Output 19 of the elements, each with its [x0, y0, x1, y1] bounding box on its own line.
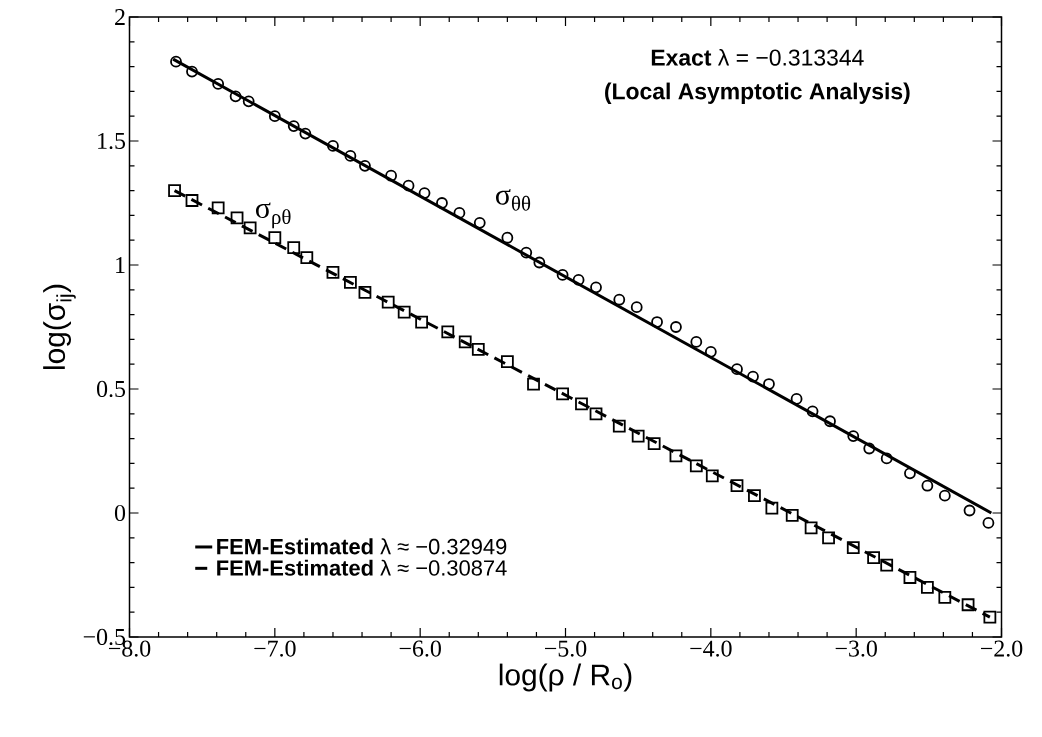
annotation: Exact λ = −0.313344	[651, 48, 864, 66]
y-tick-label: 1	[116, 257, 125, 273]
annotation: (Local Asymptotic Analysis)	[605, 82, 910, 104]
y-axis-title: log(σ$_{ij}$)	[43, 284, 76, 369]
x-tick-label: −7.0	[254, 640, 296, 657]
legend-label: FEM-Estimated λ ≈ −0.30874	[217, 559, 507, 576]
y-tick-label: 2	[115, 9, 125, 25]
annotation: σ$_{θθ}$	[496, 189, 531, 211]
x-tick-label: −4.0	[690, 640, 732, 657]
x-tick-label: −5.0	[545, 640, 587, 657]
y-tick-label: 0	[114, 504, 126, 522]
legend-label: FEM-Estimated λ ≈ −0.32949	[217, 538, 507, 555]
x-axis-title: log(ρ / R$_{o}$)	[499, 663, 632, 692]
y-tick-label: 1.5	[98, 132, 126, 150]
x-tick-label: −2.0	[981, 640, 1023, 657]
y-tick-label: 0.5	[97, 380, 126, 398]
x-tick-label: −3.0	[835, 640, 877, 657]
x-tick-label: −6.0	[399, 640, 441, 657]
annotation: σ$_{ρθ}$	[255, 202, 291, 229]
